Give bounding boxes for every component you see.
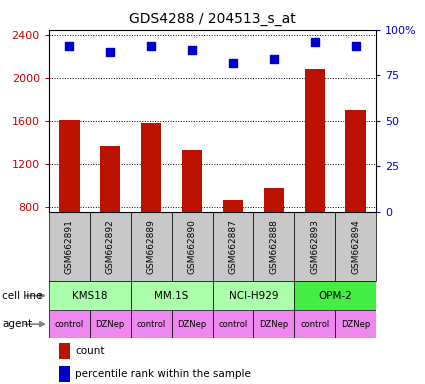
Text: GSM662893: GSM662893	[310, 219, 319, 274]
Bar	[100, 146, 120, 293]
Bar	[49, 281, 131, 310]
Text: DZNep: DZNep	[96, 319, 125, 329]
Bar	[335, 212, 376, 281]
Text: GSM662891: GSM662891	[65, 219, 74, 274]
Bar	[253, 310, 294, 338]
Text: GSM662887: GSM662887	[229, 219, 238, 274]
Bar	[131, 212, 172, 281]
Text: GSM662892: GSM662892	[106, 219, 115, 274]
Text: cell line: cell line	[2, 291, 42, 301]
Bar	[264, 189, 284, 293]
Point	[230, 60, 236, 66]
Bar	[182, 150, 202, 293]
Text: NCI-H929: NCI-H929	[229, 291, 278, 301]
Text: agent: agent	[2, 319, 32, 329]
Bar	[253, 212, 294, 281]
Bar	[141, 123, 162, 293]
Bar	[59, 120, 79, 293]
Bar	[131, 310, 172, 338]
Bar	[335, 310, 376, 338]
Text: OPM-2: OPM-2	[318, 291, 352, 301]
Bar	[59, 366, 70, 382]
Bar	[294, 212, 335, 281]
Text: GSM662889: GSM662889	[147, 219, 156, 274]
Bar	[172, 310, 212, 338]
Point	[352, 43, 359, 49]
Text: control: control	[55, 319, 84, 329]
Text: GSM662894: GSM662894	[351, 219, 360, 274]
Point	[312, 40, 318, 46]
Point	[189, 47, 196, 53]
Point	[270, 56, 277, 62]
Point	[148, 43, 155, 49]
Text: GSM662890: GSM662890	[187, 219, 196, 274]
Text: control: control	[136, 319, 166, 329]
Bar	[49, 212, 90, 281]
Point	[107, 48, 113, 55]
Text: DZNep: DZNep	[177, 319, 207, 329]
Bar	[294, 310, 335, 338]
Bar	[59, 343, 70, 359]
Title: GDS4288 / 204513_s_at: GDS4288 / 204513_s_at	[129, 12, 296, 26]
Text: DZNep: DZNep	[341, 319, 370, 329]
Bar	[172, 212, 212, 281]
Bar	[90, 310, 131, 338]
Bar	[212, 310, 253, 338]
Point	[66, 43, 73, 49]
Bar	[90, 212, 131, 281]
Bar	[305, 70, 325, 293]
Text: KMS18: KMS18	[72, 291, 108, 301]
Text: DZNep: DZNep	[259, 319, 289, 329]
Bar	[212, 281, 294, 310]
Text: count: count	[75, 346, 105, 356]
Bar	[212, 212, 253, 281]
Text: GSM662888: GSM662888	[269, 219, 278, 274]
Bar	[49, 310, 90, 338]
Text: MM.1S: MM.1S	[154, 291, 189, 301]
Bar	[346, 110, 366, 293]
Text: percentile rank within the sample: percentile rank within the sample	[75, 369, 251, 379]
Bar	[223, 200, 243, 293]
Bar	[131, 281, 212, 310]
Text: control: control	[218, 319, 248, 329]
Text: control: control	[300, 319, 329, 329]
Bar	[294, 281, 376, 310]
